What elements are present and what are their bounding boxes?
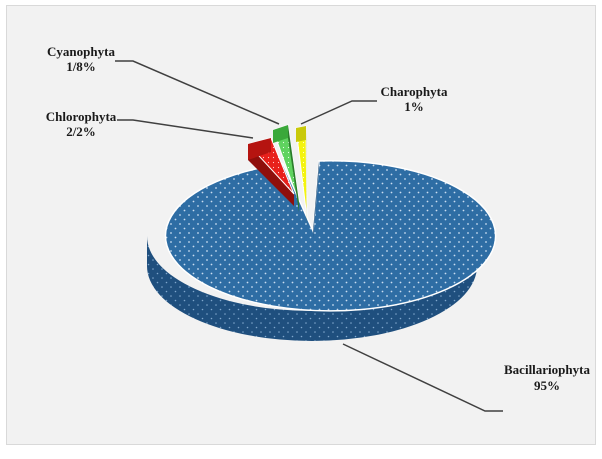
label-bacillariophyta-value: 95%: [534, 378, 560, 393]
leader-line-chlorophyta: [117, 119, 254, 139]
pie-chart: Cyanophyta 1/8% Chlorophyta 2/2% Charoph…: [46, 44, 590, 412]
label-bacillariophyta-name: Bacillariophyta: [504, 362, 590, 377]
slice-charophyta-side: [306, 126, 307, 226]
slice-charophyta-front: [296, 126, 306, 142]
chart-frame: Cyanophyta 1/8% Chlorophyta 2/2% Charoph…: [6, 5, 596, 445]
slice-bacillariophyta-top: [164, 160, 497, 312]
label-chlorophyta-name: Chlorophyta: [46, 109, 117, 124]
slice-chlorophyta: [247, 137, 295, 206]
slice-bacillariophyta: [147, 160, 497, 341]
slice-cyanophyta-front: [273, 125, 288, 143]
leader-line-bacillariophyta: [342, 343, 503, 412]
slice-charophyta: [295, 125, 308, 226]
slice-cyanophyta: [272, 124, 300, 212]
slice-chlorophyta-side: [248, 144, 294, 206]
label-cyanophyta-name: Cyanophyta: [47, 44, 115, 59]
slice-bacillariophyta-side: [147, 236, 477, 341]
label-charophyta-name: Charophyta: [381, 84, 448, 99]
label-chlorophyta-value: 2/2%: [66, 124, 96, 139]
slice-bacillariophyta-notch-wall: [313, 161, 319, 238]
slice-chlorophyta-front: [248, 138, 271, 160]
label-charophyta-value: 1%: [404, 99, 424, 114]
leader-line-cyanophyta: [115, 60, 280, 125]
leader-line-charophyta: [300, 100, 377, 125]
slice-cyanophyta-side: [288, 125, 299, 212]
label-cyanophyta-value: 1/8%: [66, 59, 96, 74]
